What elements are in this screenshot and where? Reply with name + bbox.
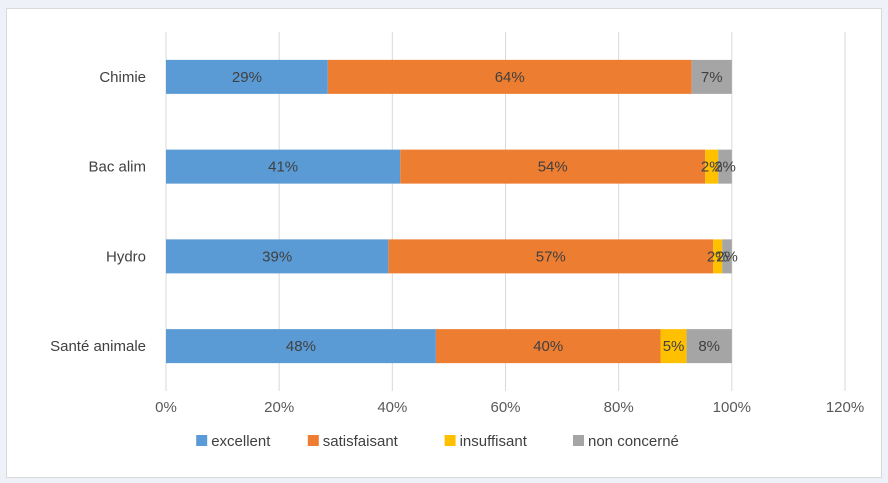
data-label: 8% [698, 338, 720, 355]
data-labels: 29% 64% 7%41% 54% 2%2%39% 57% 2%2%48% 40% 5% 8% [232, 69, 738, 355]
legend-item: satisfaisant [307, 433, 399, 450]
bar-segment [691, 59, 732, 94]
category-label: Hydro [106, 248, 146, 265]
category-label: Bac alim [88, 159, 146, 176]
data-label: 7% [701, 69, 723, 86]
data-label: 2% [714, 159, 736, 176]
bar-segment [713, 239, 723, 274]
legend-label: excellent [211, 433, 271, 450]
stacked-bar-chart: 29% 64% 7%41% 54% 2%2%39% 57% 2%2%48% 40% 5% 8% C… [50, 32, 864, 450]
legend-label: non concerné [588, 433, 679, 450]
x-tick-label: 80% [604, 399, 634, 416]
bar-segment [388, 239, 714, 274]
bar-segment [166, 59, 328, 94]
legend-item: excellent [196, 433, 271, 450]
bar-segment [166, 329, 436, 364]
category-label: Chimie [99, 69, 146, 86]
legend-item: insuffisant [444, 433, 528, 450]
data-label: 57% [536, 248, 566, 265]
x-tick-label: 60% [490, 399, 520, 416]
data-label: 54% [538, 159, 568, 176]
data-label: 5% [663, 338, 685, 355]
bar-segment [660, 329, 687, 364]
bar-segment [718, 149, 732, 184]
legend-swatch [196, 435, 208, 446]
legend-swatch [307, 435, 319, 446]
x-tick-label: 0% [155, 399, 177, 416]
x-tick-label: 100% [713, 399, 751, 416]
x-tick-label: 120% [826, 399, 864, 416]
data-label: 41% [268, 159, 298, 176]
x-tick-label: 20% [264, 399, 294, 416]
data-label: 2% [707, 248, 729, 265]
legend-label: satisfaisant [323, 433, 399, 450]
data-label: 29% [232, 69, 262, 86]
legend-item: non concerné [573, 433, 679, 450]
chart-frame: 29% 64% 7% 41% 54% 2% 2% 39% 57% 2% 2% 48% 40% 5% 8% C… [6, 8, 882, 478]
bar-segment [705, 149, 719, 184]
category-labels: Chimie Bac alim Hydro Santé animale [50, 69, 146, 355]
legend-swatch [444, 435, 456, 446]
x-tick-label: 40% [377, 399, 407, 416]
legend-swatch [573, 435, 584, 446]
data-label: 48% [286, 338, 316, 355]
bar-segment [166, 149, 401, 184]
data-label: 39% [262, 248, 292, 265]
bar-segment [327, 59, 692, 94]
x-tick-labels: 0% 20% 40% 60% 80% 100% 120% [155, 399, 864, 416]
data-label: 2% [716, 248, 738, 265]
bar-segment [435, 329, 661, 364]
bars [166, 59, 732, 364]
bar-segment [722, 239, 732, 274]
bar-segment [400, 149, 706, 184]
category-label: Santé animale [50, 338, 146, 355]
bar-segment [166, 239, 389, 274]
legend-label: insuffisant [460, 433, 528, 450]
data-label: 2% [701, 159, 723, 176]
data-label: 64% [495, 69, 525, 86]
bar-segment [686, 329, 732, 364]
data-label: 40% [533, 338, 563, 355]
legend: excellent satisfaisant insuffisant non conc… [196, 433, 679, 450]
